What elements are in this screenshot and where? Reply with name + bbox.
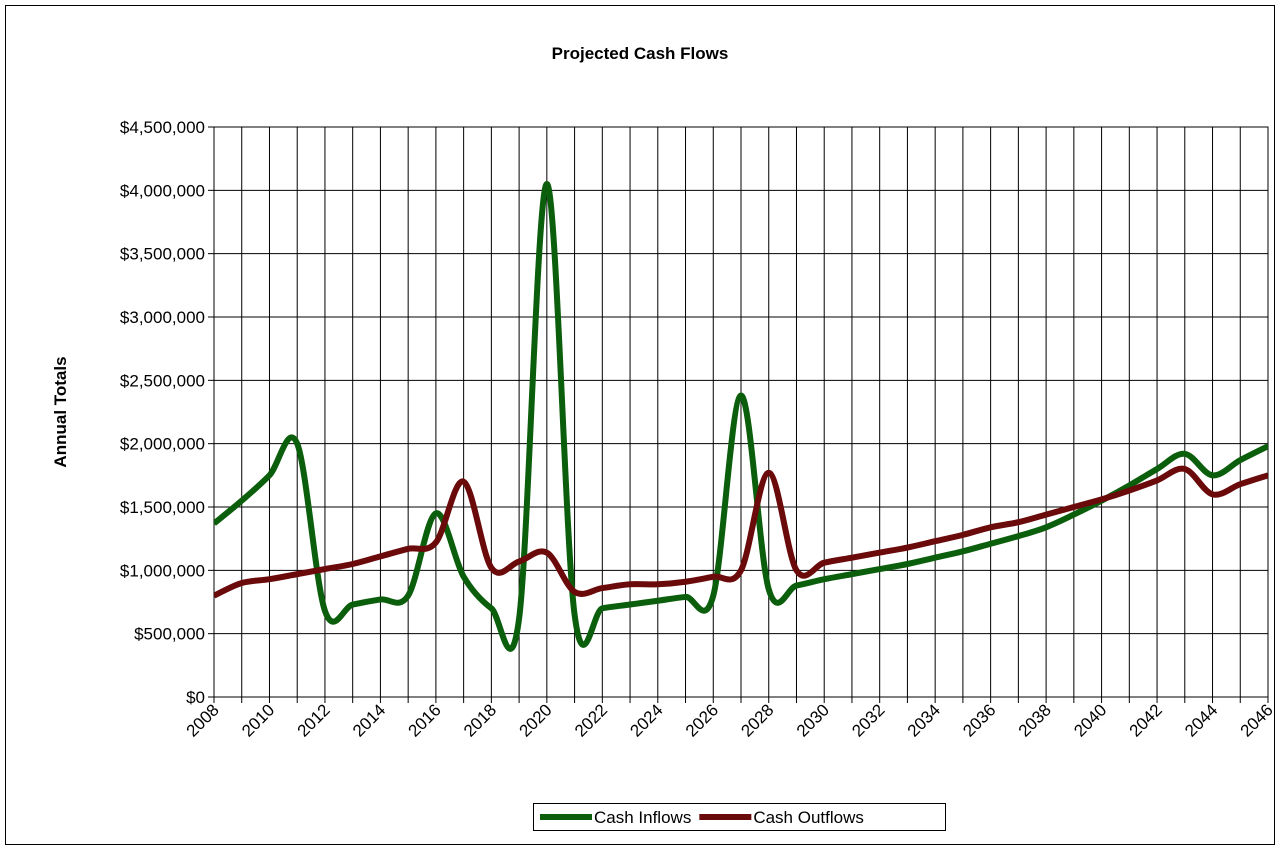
legend-label: Cash Inflows [594,808,691,827]
y-tick-label: $1,500,000 [120,498,205,517]
y-tick-label: $4,000,000 [120,181,205,200]
series-line [214,465,1268,599]
y-tick-label: $0 [186,688,205,707]
y-tick-label: $500,000 [134,625,205,644]
y-tick-label: $3,000,000 [120,308,205,327]
y-tick-label: $4,500,000 [120,118,205,137]
series-group [214,180,1268,652]
plot-border [213,126,1269,698]
y-tick-label: $2,000,000 [120,435,205,454]
y-tick-label: $3,500,000 [120,245,205,264]
series-line [214,180,1268,652]
y-axis-label: Annual Totals [51,356,70,467]
chart-title: Projected Cash Flows [552,44,729,63]
legend-label: Cash Outflows [753,808,864,827]
y-tick-label: $1,000,000 [120,561,205,580]
y-tick-label: $2,500,000 [120,371,205,390]
